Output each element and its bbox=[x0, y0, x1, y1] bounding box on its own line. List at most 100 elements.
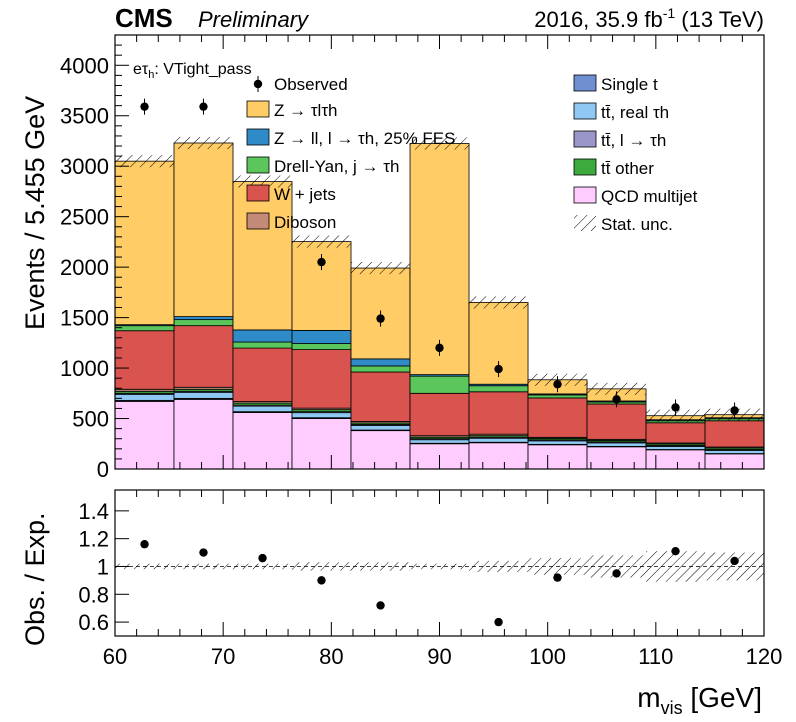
stat-unc-band bbox=[646, 409, 706, 422]
bar-ttbar_real bbox=[291, 412, 352, 419]
y-axis-title: Events / 5.455 GeV bbox=[20, 96, 50, 330]
bar-qcd bbox=[350, 430, 411, 470]
legend-label: W + jets bbox=[274, 185, 336, 204]
ratio-unc-band bbox=[174, 563, 234, 570]
ratio-y-tick-label: 0.8 bbox=[78, 582, 109, 607]
ratio-point bbox=[553, 573, 562, 582]
bar-wjets bbox=[291, 349, 352, 409]
legend-label: tt̄ other bbox=[601, 159, 654, 178]
legend-swatch-ztt bbox=[246, 100, 270, 118]
bar-qcd bbox=[291, 418, 352, 470]
ratio-point bbox=[612, 569, 621, 578]
legend-swatch-qcd bbox=[573, 186, 597, 204]
bar-ttbar_real bbox=[645, 446, 706, 450]
bar-qcd bbox=[704, 453, 765, 470]
bar-ttbar_real bbox=[586, 442, 647, 447]
legend-label: Z → τlτh bbox=[274, 101, 338, 120]
x-tick-label: 80 bbox=[319, 644, 343, 669]
legend-label: Z → ll, l → τh, 25% FES bbox=[274, 129, 455, 148]
bar-wjets bbox=[409, 392, 470, 437]
x-tick-label: 110 bbox=[638, 644, 673, 669]
bar-ttbar_real bbox=[704, 450, 765, 454]
ratio-unc-band bbox=[469, 560, 529, 573]
ratio-unc-band bbox=[587, 555, 647, 578]
stat-unc-band bbox=[587, 382, 647, 395]
stat-unc-band bbox=[292, 235, 352, 248]
legend-label: tt̄, real τh bbox=[601, 103, 669, 122]
bar-ttbar_real bbox=[232, 405, 293, 413]
bar-ttbar_real bbox=[468, 437, 529, 443]
bar-qcd bbox=[232, 412, 293, 470]
bar-qcd bbox=[468, 442, 529, 470]
stat-unc-band bbox=[351, 261, 411, 275]
observed-point bbox=[376, 314, 385, 323]
observed-point bbox=[612, 395, 621, 404]
legend-label: Single t bbox=[601, 75, 658, 94]
stat-unc-band bbox=[174, 136, 234, 150]
observed-point bbox=[671, 403, 680, 412]
legend-swatch-diboson bbox=[246, 212, 270, 230]
legend-label: tt̄, l → τh bbox=[601, 131, 666, 150]
bar-dy_jtau bbox=[291, 343, 352, 350]
lumi-label: 2016, 35.9 fb-1 (13 TeV) bbox=[534, 5, 764, 32]
bar-dy_jtau bbox=[409, 375, 470, 394]
bar-ztt bbox=[114, 160, 175, 326]
ratio-point bbox=[258, 553, 267, 563]
bar-zll_fes bbox=[291, 330, 352, 344]
legend-swatch-single_t bbox=[573, 74, 597, 92]
bar-wjets bbox=[114, 330, 175, 390]
bar-dy_jtau bbox=[114, 325, 175, 332]
ratio-panel: 0.6 0.8 11.2 1.4 60 70 80 90 100 110 120 bbox=[78, 490, 782, 669]
bar-wjets bbox=[527, 397, 588, 438]
stat-unc-band bbox=[115, 155, 175, 168]
x-tick-label: 120 bbox=[746, 644, 783, 669]
bar-dy_jtau bbox=[527, 394, 588, 399]
bar-ttbar_real bbox=[350, 425, 411, 431]
observed-point bbox=[494, 364, 503, 374]
y-tick-label: 0 bbox=[97, 457, 109, 482]
legend-label: Stat. unc. bbox=[601, 215, 673, 234]
ratio-unc-band bbox=[351, 562, 411, 571]
observed-point bbox=[140, 102, 149, 111]
ratio-point bbox=[671, 546, 680, 556]
ratio-y-tick-label: 1.4 bbox=[78, 499, 109, 524]
legend-swatch-ttbar_other bbox=[573, 158, 597, 176]
bar-dy_jtau bbox=[173, 319, 234, 327]
stat-unc-band bbox=[469, 296, 529, 309]
y-tick-label: 3500 bbox=[60, 104, 109, 129]
ratio-frame bbox=[114, 489, 765, 637]
bar-wjets bbox=[232, 347, 293, 402]
y-tick-label: 1500 bbox=[60, 306, 109, 331]
bar-zll_fes bbox=[350, 358, 411, 367]
ratio-y-tick-label: 1.2 bbox=[78, 527, 109, 552]
legend-swatch-ttbar_ltau bbox=[573, 130, 597, 148]
bar-qcd bbox=[645, 449, 706, 470]
bar-dy_jtau bbox=[232, 341, 293, 349]
ratio-point bbox=[494, 617, 503, 627]
bar-dy_jtau bbox=[468, 385, 529, 393]
x-tick-label: 70 bbox=[211, 644, 235, 669]
legend-label: QCD multijet bbox=[601, 187, 698, 206]
experiment-label: CMS bbox=[115, 3, 173, 33]
legend-swatch-wjets bbox=[246, 184, 270, 202]
bar-ttbar_real bbox=[114, 393, 175, 401]
bar-zll_fes bbox=[173, 316, 234, 321]
y-tick-label: 2000 bbox=[60, 255, 109, 280]
x-axis-title: mvis [GeV] bbox=[637, 682, 762, 718]
ratio-point bbox=[730, 556, 739, 566]
legend-swatch-zll_fes bbox=[246, 128, 270, 146]
legend-label: Drell-Yan, j → τh bbox=[274, 157, 399, 176]
legend-label: Observed bbox=[274, 75, 348, 94]
bar-wjets bbox=[586, 403, 647, 440]
bar-qcd bbox=[173, 398, 234, 470]
status-label: Preliminary bbox=[198, 7, 310, 32]
x-tick-label: 100 bbox=[529, 644, 566, 669]
observed-point bbox=[435, 343, 444, 353]
bar-wjets bbox=[645, 422, 706, 444]
ratio-point bbox=[317, 576, 326, 585]
ratio-point bbox=[140, 540, 149, 549]
main-panel: 0 500 1000 1500 2000 2500 3000 3500 4000 bbox=[60, 35, 765, 482]
ratio-y-axis-title: Obs. / Exp. bbox=[20, 512, 50, 646]
observed-point bbox=[317, 257, 326, 267]
